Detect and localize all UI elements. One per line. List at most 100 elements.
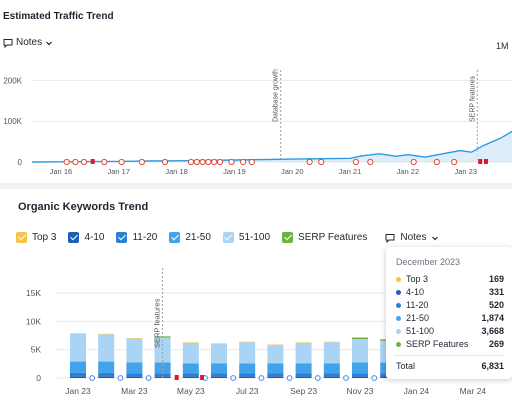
traffic-notes-label: Notes <box>16 37 43 48</box>
y-tick-label: 15K <box>26 288 41 298</box>
panel-divider <box>0 183 512 189</box>
x-tick-label: Jan 24 <box>404 386 430 396</box>
bar-segment <box>239 376 256 378</box>
bar-segment <box>352 373 368 377</box>
google-update-icon <box>138 158 145 166</box>
bar-segment <box>352 339 368 363</box>
tooltip-row-serp: SERP Features 269 <box>396 339 504 349</box>
google-update-icon <box>72 158 79 166</box>
checkbox-icon <box>16 232 27 243</box>
checkbox-icon <box>282 232 294 243</box>
legend-4-10[interactable]: 4-10 <box>68 232 104 243</box>
bar-segment <box>154 362 171 374</box>
bar-segment <box>70 333 86 362</box>
x-tick-label: May 23 <box>177 386 205 396</box>
tooltip-total-row: Total 6,831 <box>396 361 504 371</box>
bar-segment <box>70 361 86 373</box>
x-tick-label: Jan 16 <box>50 167 73 176</box>
bar-segment <box>323 376 340 378</box>
legend-11-20[interactable]: 11-20 <box>116 232 157 243</box>
x-tick-label: Jan 20 <box>281 167 304 176</box>
bar-segment <box>211 376 227 378</box>
legend-21-50[interactable]: 21-50 <box>169 232 211 243</box>
google-update-icon <box>314 375 321 381</box>
legend-top3[interactable]: Top 3 <box>16 232 56 243</box>
flag-icon <box>90 159 95 164</box>
google-update-icon <box>187 158 195 166</box>
tooltip-label: 51-100 <box>406 326 435 336</box>
keywords-legend: Top 3 4-10 11-20 21-50 51-100 SERP Featu… <box>16 232 439 243</box>
google-update-icon <box>211 158 218 166</box>
bar-segment <box>70 376 86 378</box>
bar-segment <box>267 373 284 377</box>
chevron-down-icon <box>432 236 439 240</box>
google-update-icon <box>161 158 169 166</box>
bar-segment <box>70 372 86 377</box>
bar-segment <box>126 373 143 377</box>
tooltip-label: 11-20 <box>406 300 429 310</box>
bar-segment <box>211 373 227 377</box>
traffic-line <box>31 130 512 163</box>
legend-label: 21-50 <box>185 232 211 243</box>
bar-segment <box>154 338 171 363</box>
bar-segment <box>182 363 199 374</box>
range-1m-button[interactable]: 1M <box>496 41 509 51</box>
keywords-notes-button[interactable]: Notes <box>385 232 439 243</box>
x-tick-label: Jan 22 <box>397 167 420 176</box>
bar-segment <box>267 363 284 374</box>
y-tick-label: 0 <box>18 158 23 167</box>
legend-label: 51-100 <box>238 232 271 243</box>
y-tick-label: 5K <box>31 345 42 355</box>
bar-segment <box>323 373 340 377</box>
annotation-label: SERP features <box>153 298 162 348</box>
google-update-icon <box>205 158 212 166</box>
bar-segment <box>211 343 227 344</box>
bar-segment <box>352 362 368 374</box>
google-update-icon <box>352 158 359 166</box>
bar-segment <box>126 376 143 378</box>
bar-segment <box>239 363 256 374</box>
traffic-panel: Estimated Traffic Trend Notes 1M 0 100K 20… <box>0 0 512 183</box>
google-update-icon <box>118 158 125 166</box>
google-update-icon <box>117 375 124 381</box>
bar-segment <box>126 362 143 374</box>
google-update-icon <box>286 375 293 381</box>
google-update-icon <box>318 158 325 166</box>
tooltip-row-top3: Top 3 169 <box>396 274 504 284</box>
chevron-down-icon <box>46 41 53 45</box>
flag-icon <box>200 375 205 380</box>
legend-51-100[interactable]: 51-100 <box>222 232 271 243</box>
bar-segment <box>239 373 256 377</box>
google-update-icon <box>248 158 255 166</box>
comment-icon <box>3 38 13 48</box>
bar-segment <box>98 361 115 373</box>
google-update-icon <box>89 375 96 381</box>
bar-segment <box>323 363 340 374</box>
bar-segment <box>154 373 171 377</box>
google-update-icon <box>258 375 265 381</box>
google-update-icon <box>101 158 108 166</box>
bar-segment <box>323 342 340 364</box>
x-tick-label: Nov 23 <box>347 386 374 396</box>
bar-segment <box>267 376 284 378</box>
traffic-notes-button[interactable]: Notes <box>3 37 53 48</box>
google-update-icon <box>216 158 224 166</box>
bar-segment <box>98 376 115 378</box>
checkbox-icon <box>169 232 181 243</box>
google-update-icon <box>230 375 237 381</box>
bar-segment <box>295 342 312 364</box>
legend-label: 11-20 <box>132 232 158 243</box>
tooltip-label: 21-50 <box>406 313 430 323</box>
bar-segment <box>295 373 312 377</box>
x-tick-label: Jan 19 <box>223 167 246 176</box>
dot-icon <box>396 341 401 347</box>
google-update-icon <box>199 158 206 166</box>
tooltip-value: 3,668 <box>481 326 504 336</box>
keywords-title: Organic Keywords Trend <box>18 201 149 213</box>
bar-segment <box>126 338 143 339</box>
tooltip-row-11-20: 11-20 520 <box>396 300 504 310</box>
legend-serp-features[interactable]: SERP Features <box>282 232 367 243</box>
dot-icon <box>396 289 401 295</box>
bar-segment <box>182 376 199 378</box>
bar-segment <box>211 344 227 364</box>
